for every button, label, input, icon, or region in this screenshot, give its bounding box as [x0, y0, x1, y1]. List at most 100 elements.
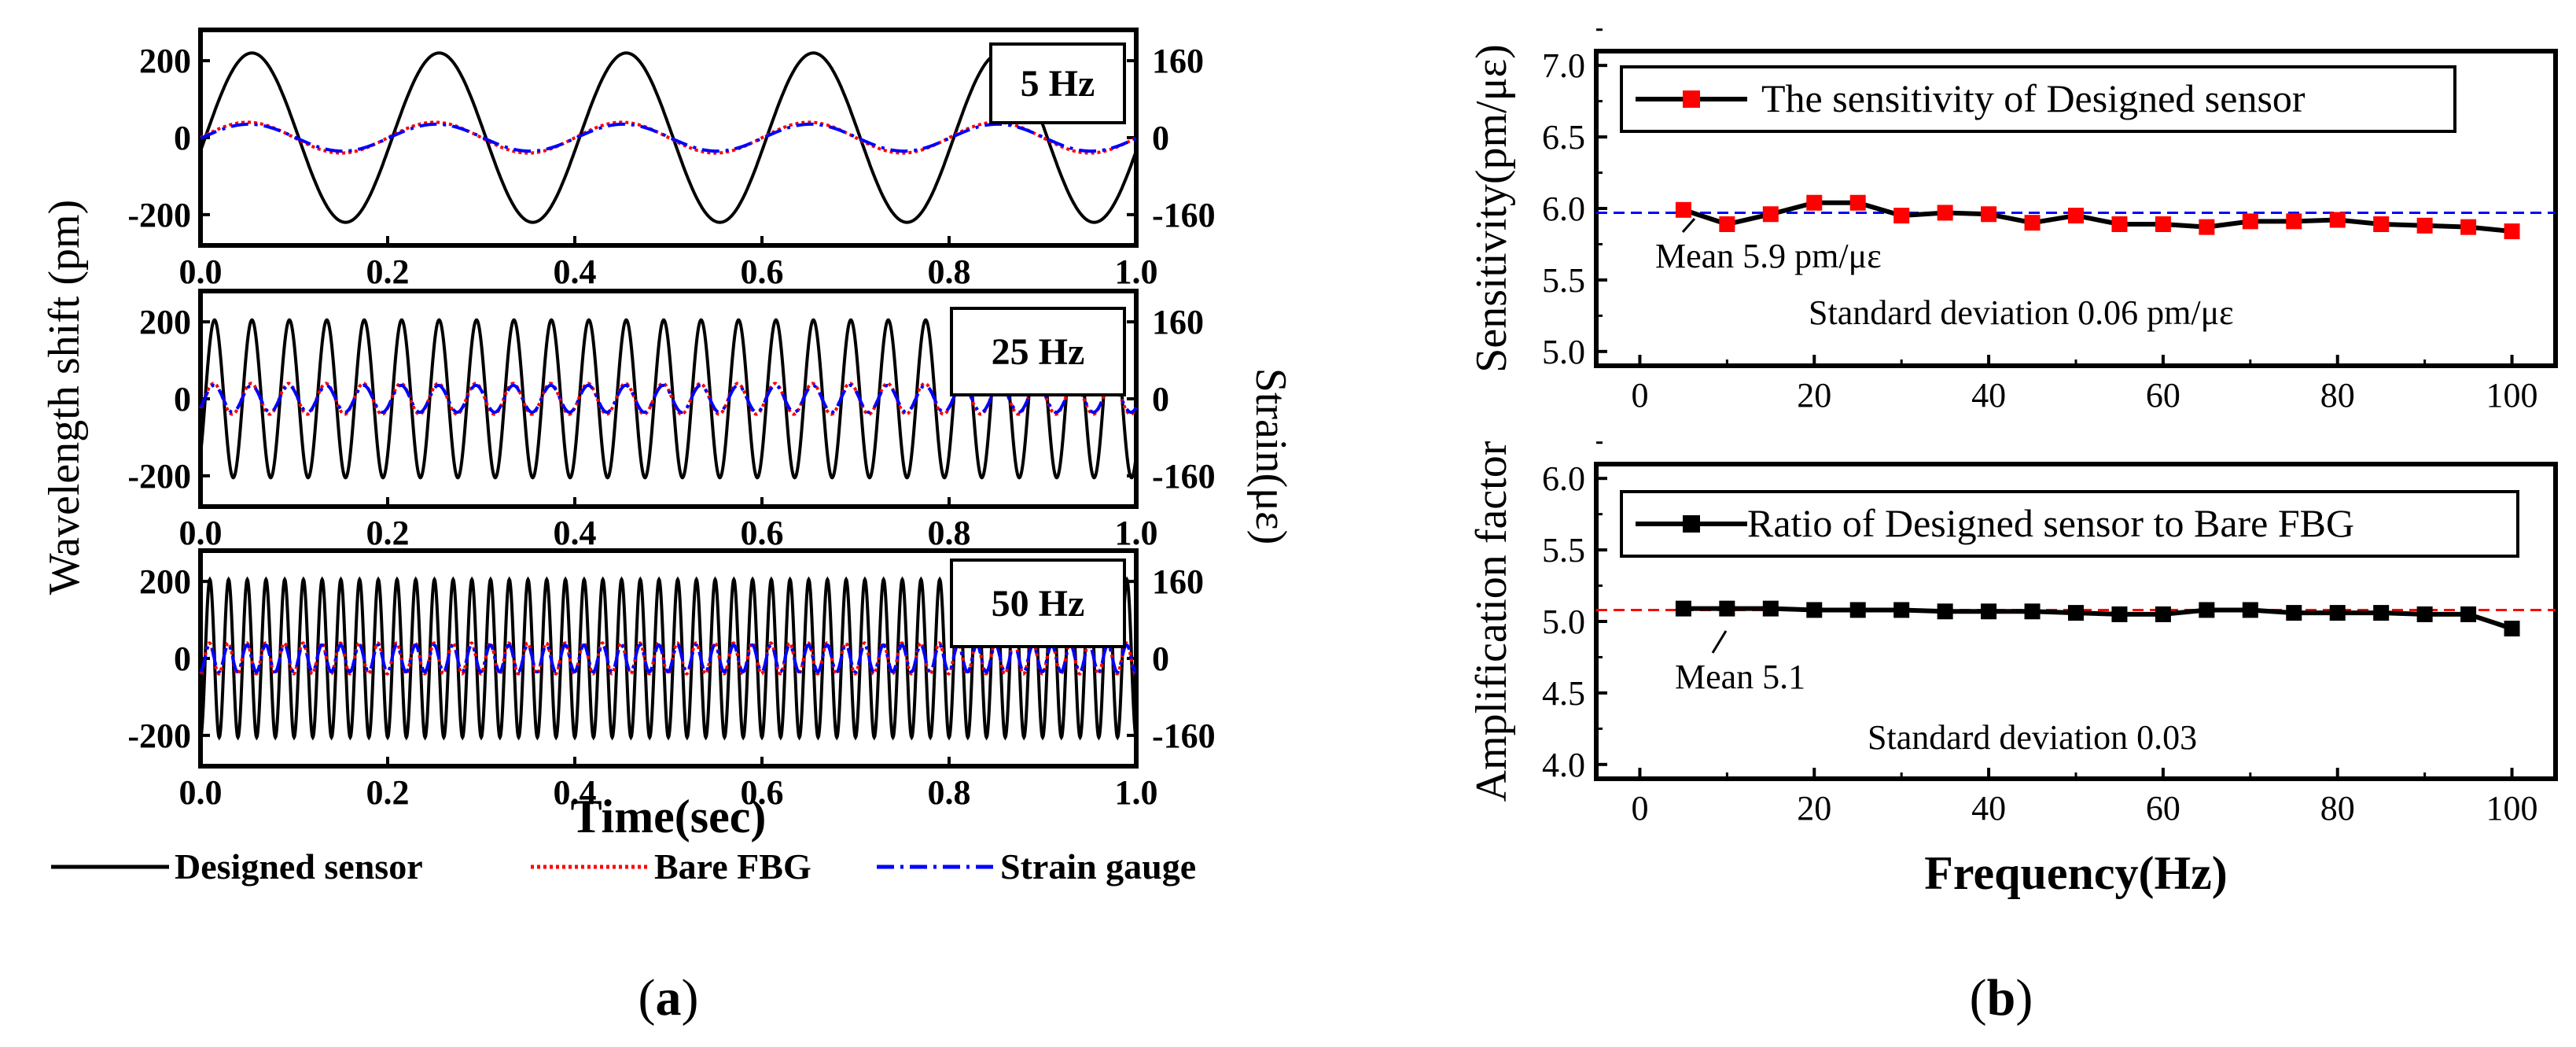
legend-label: Ratio of Designed sensor to Bare FBG: [1747, 501, 2354, 545]
y-ticks: 5.0 5.5 6.0 6.5 7.0: [1542, 28, 1607, 371]
y-tick-label-left: -200: [127, 457, 191, 496]
legend-label-bare-fbg: Bare FBG: [654, 846, 811, 887]
subplot-5hz: 0.0 0.2 0.4 0.6 0.8 1.0 200 0 -200 160 0 -160 5 Hz: [127, 28, 1216, 291]
x-ticks: 0 20 40 60 80 100: [1631, 768, 2538, 828]
x-tick-label: 0.0: [179, 773, 223, 812]
y-tick-label-right: -160: [1152, 717, 1216, 755]
data-point: [2242, 602, 2258, 618]
x-tick-label: 0: [1631, 789, 1648, 828]
data-point: [1981, 603, 1997, 620]
series-group: [199, 318, 1138, 480]
y-tick-label-left: 200: [139, 42, 191, 80]
data-point: [2286, 213, 2302, 230]
x-tick-label: 0.4: [554, 773, 597, 812]
annotation-std: Standard deviation 0.03: [1868, 718, 2197, 757]
data-point: [2111, 216, 2128, 232]
x-tick-label: 0.6: [741, 514, 784, 552]
subplot-25hz: 0.0 0.2 0.4 0.6 0.8 1.0 200 0 -200 160 0 -160 25 H…: [127, 289, 1216, 552]
data-point: [2155, 606, 2171, 622]
legend-box: [1620, 490, 2519, 558]
x-tick-label: 0.2: [366, 514, 410, 552]
x-ticks: 0 20 40 60 80 100: [1631, 355, 2538, 415]
series-line-bare-fbg: [199, 382, 1138, 416]
data-point: [2460, 606, 2477, 622]
y-tick-label: 6.0: [1542, 459, 1585, 498]
data-point: [2199, 602, 2215, 618]
data-point: [1719, 600, 1735, 617]
legend-label-strain-gauge: Strain gauge: [1000, 846, 1196, 887]
y-ticks: 200 0 -200 160 0 -160: [127, 303, 1215, 496]
data-point: [2504, 223, 2520, 240]
frequency-label: 50 Hz: [992, 583, 1085, 625]
legend-item-bare-fbg: Bare FBG: [531, 846, 811, 887]
panel-b: 0 20 40 60 80 100 5.0 5.5 6.0 6.5 7.0 The sensiti…: [1467, 28, 2558, 1027]
data-point: [2329, 212, 2346, 228]
y-tick-label-left: -200: [127, 196, 191, 234]
y-tick-label-left: 200: [139, 562, 191, 601]
y-tick-label-left: 0: [174, 640, 191, 678]
x-tick-label: 80: [2320, 789, 2355, 828]
data-point: [2111, 606, 2128, 622]
legend-item-designed-sensor: Designed sensor: [51, 846, 423, 887]
y-tick-label-right: 160: [1152, 303, 1204, 341]
y-tick-label: 5.5: [1542, 261, 1585, 300]
series-line-designed-sensor: [199, 51, 1138, 224]
y-ticks: 200 0 -200 160 0 -160: [127, 42, 1215, 234]
data-point: [1849, 194, 1866, 211]
data-point: [2024, 603, 2041, 620]
data-point: [1937, 603, 1953, 620]
data-point: [1806, 194, 1823, 211]
data-point: [2373, 216, 2390, 232]
frequency-label: 5 Hz: [1021, 63, 1095, 105]
y-tick-label: 5.0: [1542, 333, 1585, 371]
annotation-mean: Mean 5.9 pm/με: [1655, 237, 1882, 275]
legend-sensitivity: The sensitivity of Designed sensor: [1620, 65, 2456, 133]
x-tick-label: 0.2: [366, 253, 410, 291]
x-tick-label: 60: [2146, 376, 2180, 415]
x-tick-label: 0.0: [179, 253, 223, 291]
legend-a: Designed sensor Bare FBG Strain gauge: [51, 846, 1196, 887]
y-tick-label-right: 0: [1152, 380, 1169, 418]
data-point: [2329, 605, 2346, 621]
x-tick-label: 0.2: [366, 773, 410, 812]
legend-item-strain-gauge: Strain gauge: [877, 846, 1196, 887]
annotation-pointer: [1711, 630, 1728, 654]
series-line-designed-sensor: [199, 318, 1138, 480]
data-point: [2460, 219, 2477, 235]
y-tick-label: 5.5: [1542, 531, 1585, 570]
x-tick-label: 0.8: [928, 773, 971, 812]
frequency-label-box: [950, 559, 1126, 648]
y-tick-label-right: 160: [1152, 562, 1204, 601]
x-tick-label: 1.0: [1115, 514, 1158, 552]
subplot-50hz: 0.0 0.2 0.4 0.6 0.8 1.0 200 0 -200 160 0 -160 50 H…: [127, 548, 1216, 812]
data-point: [2068, 208, 2084, 224]
subplot-sensitivity: 0 20 40 60 80 100 5.0 5.5 6.0 6.5 7.0 The sensiti…: [1467, 28, 2558, 415]
frequency-label-box: [989, 42, 1126, 124]
data-point: [2373, 605, 2390, 621]
series-group: [1675, 600, 2520, 637]
x-tick-label: 20: [1797, 376, 1831, 415]
y-tick-label-right: 0: [1152, 640, 1169, 678]
y-ticks: 4.0 4.5 5.0 5.5 6.0: [1542, 441, 1607, 784]
series-group: [199, 51, 1138, 224]
annotation-std: Standard deviation 0.06 pm/με: [1809, 293, 2234, 332]
y-tick-label-left: -200: [127, 717, 191, 755]
x-tick-label: 0.4: [554, 253, 597, 291]
x-tick-label: 0.4: [554, 514, 597, 552]
data-point: [2242, 213, 2258, 230]
y-axis-label-right: Strain(με): [1246, 368, 1295, 545]
x-tick-label: 0.6: [741, 253, 784, 291]
x-tick-label: 0: [1631, 376, 1648, 415]
subplot-amplification: 0 20 40 60 80 100 4.0 4.5 5.0 5.5 6.0 Ratio of De…: [1467, 441, 2558, 828]
y-ticks: 200 0 -200 160 0 -160: [127, 562, 1215, 755]
y-tick-label-left: 200: [139, 303, 191, 341]
x-tick-label: 80: [2320, 376, 2355, 415]
x-tick-label: 60: [2146, 789, 2180, 828]
legend-marker: [1683, 90, 1700, 108]
x-tick-label: 0.6: [741, 773, 784, 812]
y-tick-label-right: -160: [1152, 457, 1216, 496]
data-point: [1806, 602, 1823, 618]
x-tick-label: 40: [1971, 376, 2006, 415]
data-point: [1675, 201, 1691, 218]
series-line-bare-fbg: [200, 120, 1138, 155]
